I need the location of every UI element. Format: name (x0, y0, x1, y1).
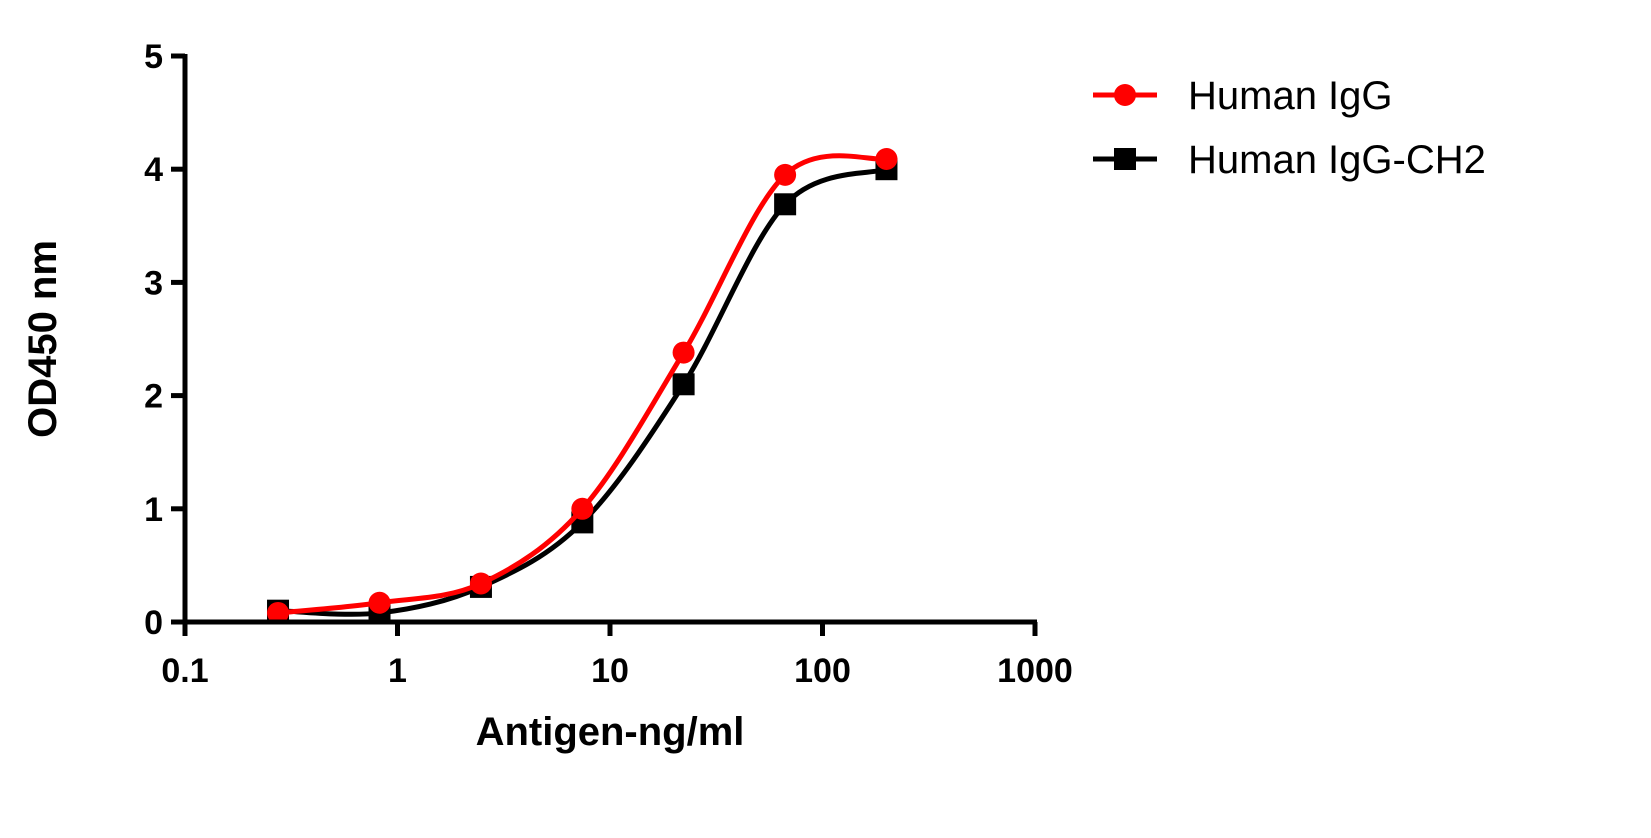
legend-marker (1114, 84, 1136, 106)
series-line (277, 166, 888, 617)
x-tick-label: 1000 (997, 652, 1073, 690)
series-line (277, 153, 887, 616)
series-human-igg (267, 148, 898, 624)
x-axis-label: Antigen-ng/ml (476, 710, 745, 754)
legend-marker (1114, 148, 1136, 170)
data-point (875, 148, 898, 171)
y-tick-label: 2 (144, 378, 163, 416)
data-point (469, 572, 492, 595)
x-tick-label: 0.1 (161, 652, 208, 690)
data-point (267, 601, 290, 624)
data-point (368, 591, 391, 614)
data-point (672, 373, 695, 396)
y-tick-label: 5 (144, 38, 163, 76)
data-point (672, 341, 695, 364)
data-point (571, 497, 594, 520)
legend-entry: Human IgG-CH2 (1093, 138, 1486, 182)
x-tick-label: 1 (388, 652, 407, 690)
x-tick-label: 100 (794, 652, 851, 690)
data-point (774, 193, 797, 216)
data-point (774, 163, 797, 186)
y-tick-label: 1 (144, 491, 163, 529)
y-tick-label: 4 (144, 151, 163, 189)
legend-entry: Human IgG (1093, 74, 1393, 118)
y-tick-label: 3 (144, 264, 163, 302)
legend-label: Human IgG (1188, 74, 1393, 118)
y-tick-label: 0 (144, 604, 163, 642)
series-human-igg-ch2 (267, 158, 898, 624)
legend-label: Human IgG-CH2 (1188, 138, 1486, 182)
y-axis-label: OD450 nm (21, 240, 65, 438)
x-tick-label: 10 (591, 652, 629, 690)
